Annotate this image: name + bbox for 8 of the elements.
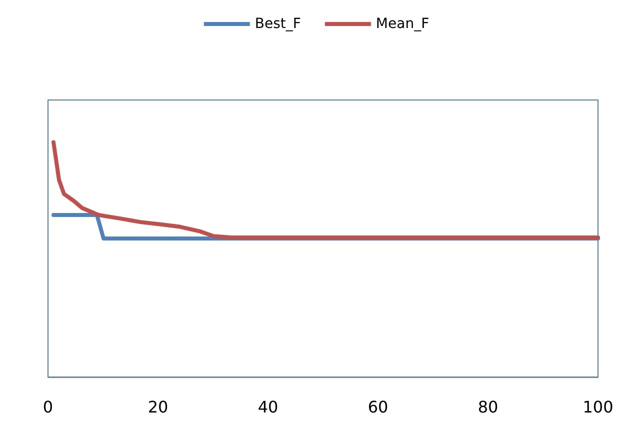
x-tick-label: 80 xyxy=(478,398,498,416)
legend-label: Mean_F xyxy=(376,16,430,32)
x-tick-label: 0 xyxy=(42,398,54,416)
x-tick-label: 40 xyxy=(258,398,278,416)
legend-label: Best_F xyxy=(254,16,301,32)
x-tick-label: 60 xyxy=(368,398,388,416)
x-tick-label: 100 xyxy=(582,398,614,416)
x-tick-label: 20 xyxy=(148,398,168,416)
